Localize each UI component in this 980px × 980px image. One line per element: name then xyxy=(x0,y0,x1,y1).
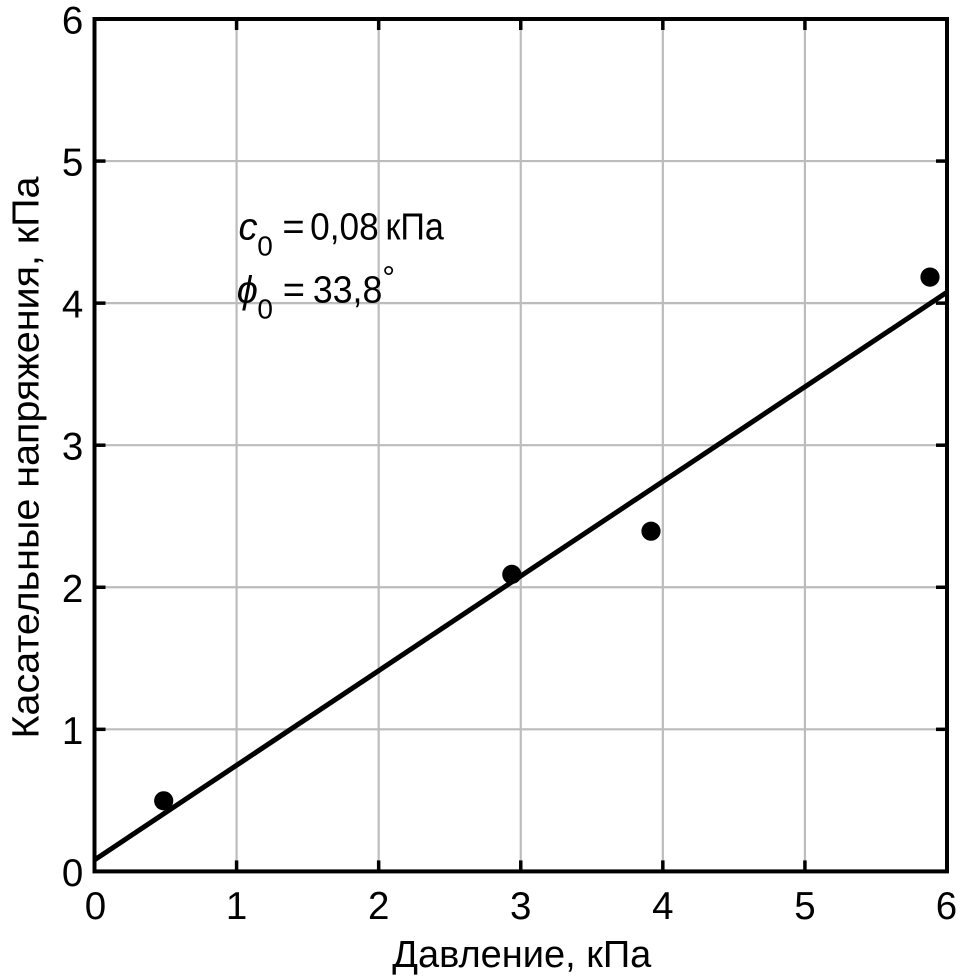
svg-text:4: 4 xyxy=(62,284,83,327)
svg-text:°: ° xyxy=(382,260,395,296)
svg-text:6: 6 xyxy=(62,0,83,43)
svg-text:1: 1 xyxy=(62,710,83,753)
svg-text:0: 0 xyxy=(257,231,273,262)
svg-text:5: 5 xyxy=(794,885,815,928)
svg-text:6: 6 xyxy=(936,885,957,928)
svg-text:3: 3 xyxy=(62,426,83,469)
svg-text:2: 2 xyxy=(62,568,83,611)
svg-text:кПа: кПа xyxy=(386,207,445,249)
svg-text:3: 3 xyxy=(510,885,531,928)
svg-text:ϕ: ϕ xyxy=(237,270,258,312)
svg-text:0: 0 xyxy=(62,852,83,895)
svg-text:Давление, кПа: Давление, кПа xyxy=(392,934,652,976)
svg-text:2: 2 xyxy=(368,885,389,928)
svg-text:4: 4 xyxy=(652,885,673,928)
svg-text:Касательные напряжения, кПа: Касательные напряжения, кПа xyxy=(6,176,48,739)
svg-text:=: = xyxy=(283,270,305,312)
svg-text:33,8: 33,8 xyxy=(313,270,382,312)
svg-text:0: 0 xyxy=(257,294,273,325)
svg-text:=: = xyxy=(282,207,304,249)
svg-text:0: 0 xyxy=(85,885,106,928)
svg-text:5: 5 xyxy=(62,142,83,185)
svg-text:1: 1 xyxy=(226,885,247,928)
svg-text:0,08: 0,08 xyxy=(310,207,379,249)
svg-text:c: c xyxy=(239,207,258,249)
